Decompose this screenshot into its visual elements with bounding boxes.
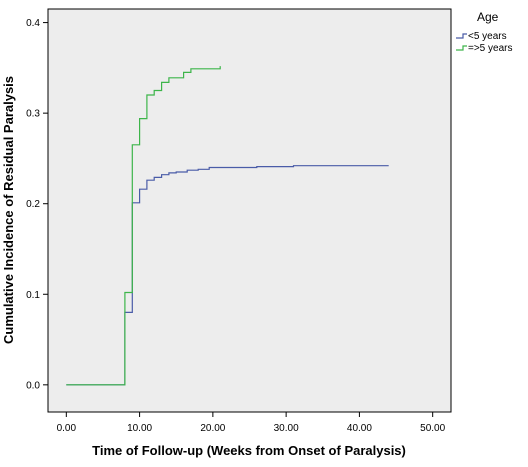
y-tick-label: 0.0 bbox=[26, 380, 40, 391]
axes: 0.00 10.00 20.00 30.00 40.00 50.00 0.0 0.1 0.2 0.… bbox=[26, 18, 446, 434]
series-group bbox=[66, 66, 389, 386]
x-tick-label: 0.00 bbox=[57, 423, 77, 434]
y-tick-label: 0.3 bbox=[26, 109, 40, 120]
series-line-1 bbox=[66, 165, 389, 386]
y-tick-label: 0.4 bbox=[26, 18, 40, 29]
legend-label: <5 years bbox=[468, 31, 507, 42]
legend-label: =>5 years bbox=[468, 43, 512, 54]
x-tick-label: 20.00 bbox=[200, 423, 225, 434]
x-axis-title: Time of Follow-up (Weeks from Onset of P… bbox=[92, 443, 406, 458]
x-tick-label: 10.00 bbox=[127, 423, 152, 434]
y-tick-label: 0.2 bbox=[26, 199, 40, 210]
legend-swatch bbox=[456, 45, 467, 51]
x-tick-label: 30.00 bbox=[274, 423, 299, 434]
plot-area bbox=[47, 8, 452, 413]
legend-items: <5 years=>5 years bbox=[456, 31, 512, 54]
x-tick-label: 50.00 bbox=[420, 423, 445, 434]
y-tick-label: 0.1 bbox=[26, 290, 40, 301]
legend-title: Age bbox=[477, 10, 499, 24]
series-line-2 bbox=[66, 66, 221, 386]
legend-swatch bbox=[456, 33, 467, 39]
x-tick-label: 40.00 bbox=[347, 423, 372, 434]
legend: Age <5 years=>5 years bbox=[456, 10, 512, 54]
y-axis-title: Cumulative Incidence of Residual Paralys… bbox=[1, 76, 16, 344]
